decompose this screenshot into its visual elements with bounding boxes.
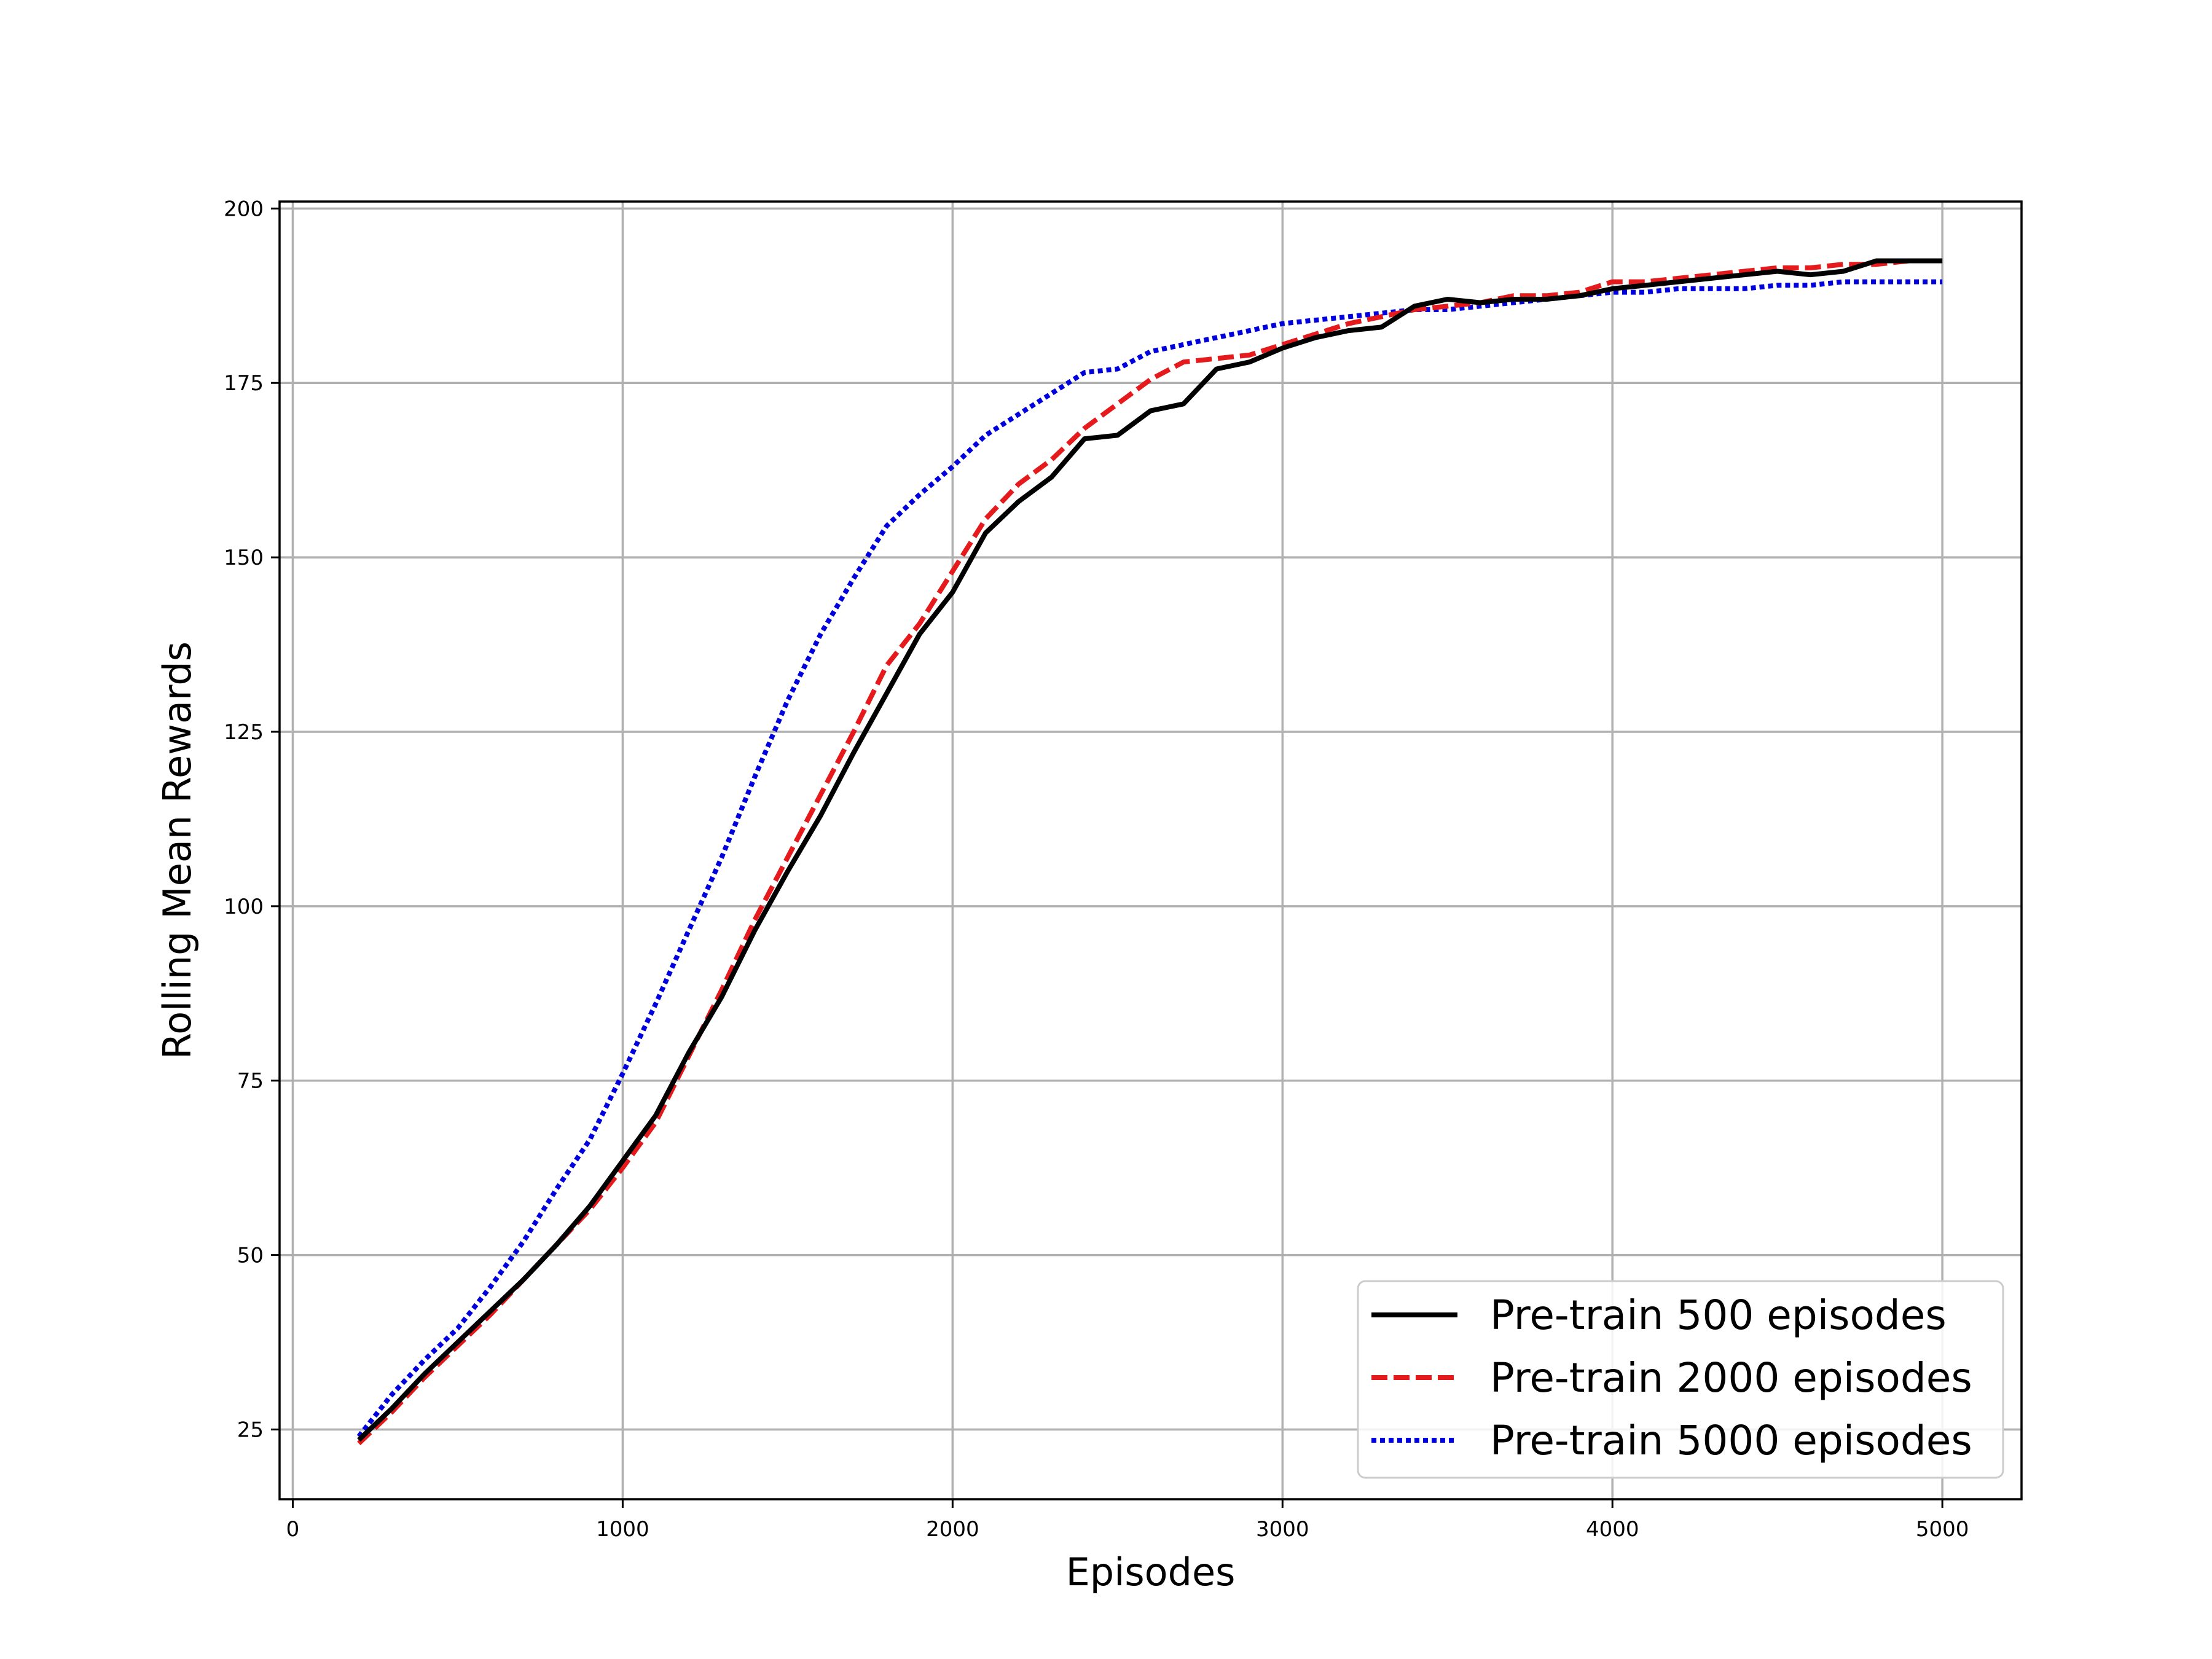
x-tick-label: 0 bbox=[286, 1517, 300, 1542]
series-line-3 bbox=[356, 279, 1943, 1438]
y-tick-label: 200 bbox=[224, 197, 264, 221]
y-tick-label: 150 bbox=[224, 546, 264, 570]
grid bbox=[280, 202, 2022, 1499]
y-tick-label: 100 bbox=[224, 895, 264, 919]
x-tick-label: 4000 bbox=[1586, 1517, 1639, 1542]
x-tick-label: 2000 bbox=[926, 1517, 979, 1542]
x-tick-label: 5000 bbox=[1916, 1517, 1969, 1542]
legend-box bbox=[1357, 1280, 2004, 1479]
series-group bbox=[356, 258, 1943, 1446]
legend-label-3: Pre-train 5000 episodes bbox=[1490, 1417, 1972, 1464]
y-tick-label: 50 bbox=[237, 1244, 264, 1268]
series-line-1 bbox=[357, 258, 1943, 1442]
legend-label-2: Pre-train 2000 episodes bbox=[1490, 1354, 1972, 1402]
y-axis-label: Rolling Mean Rewards bbox=[155, 641, 200, 1059]
x-tick-label: 3000 bbox=[1256, 1517, 1309, 1542]
axis-ticks: 0 1000 2000 3000 4000 5000 25 50 75 100 125 150 175 2… bbox=[224, 197, 1969, 1542]
x-axis-label: Episodes bbox=[1066, 1550, 1236, 1594]
y-tick-label: 25 bbox=[237, 1418, 264, 1442]
y-tick-label: 75 bbox=[237, 1069, 264, 1094]
x-tick-label: 1000 bbox=[596, 1517, 649, 1542]
legend-label-1: Pre-train 500 episodes bbox=[1490, 1292, 1947, 1339]
plot-frame bbox=[278, 200, 2023, 1500]
legend: Pre-train 500 episodes Pre-train 2000 epi… bbox=[1357, 1280, 2004, 1479]
y-tick-label: 175 bbox=[224, 371, 264, 396]
y-tick-label: 125 bbox=[224, 720, 264, 745]
series-line-2 bbox=[357, 258, 1943, 1446]
